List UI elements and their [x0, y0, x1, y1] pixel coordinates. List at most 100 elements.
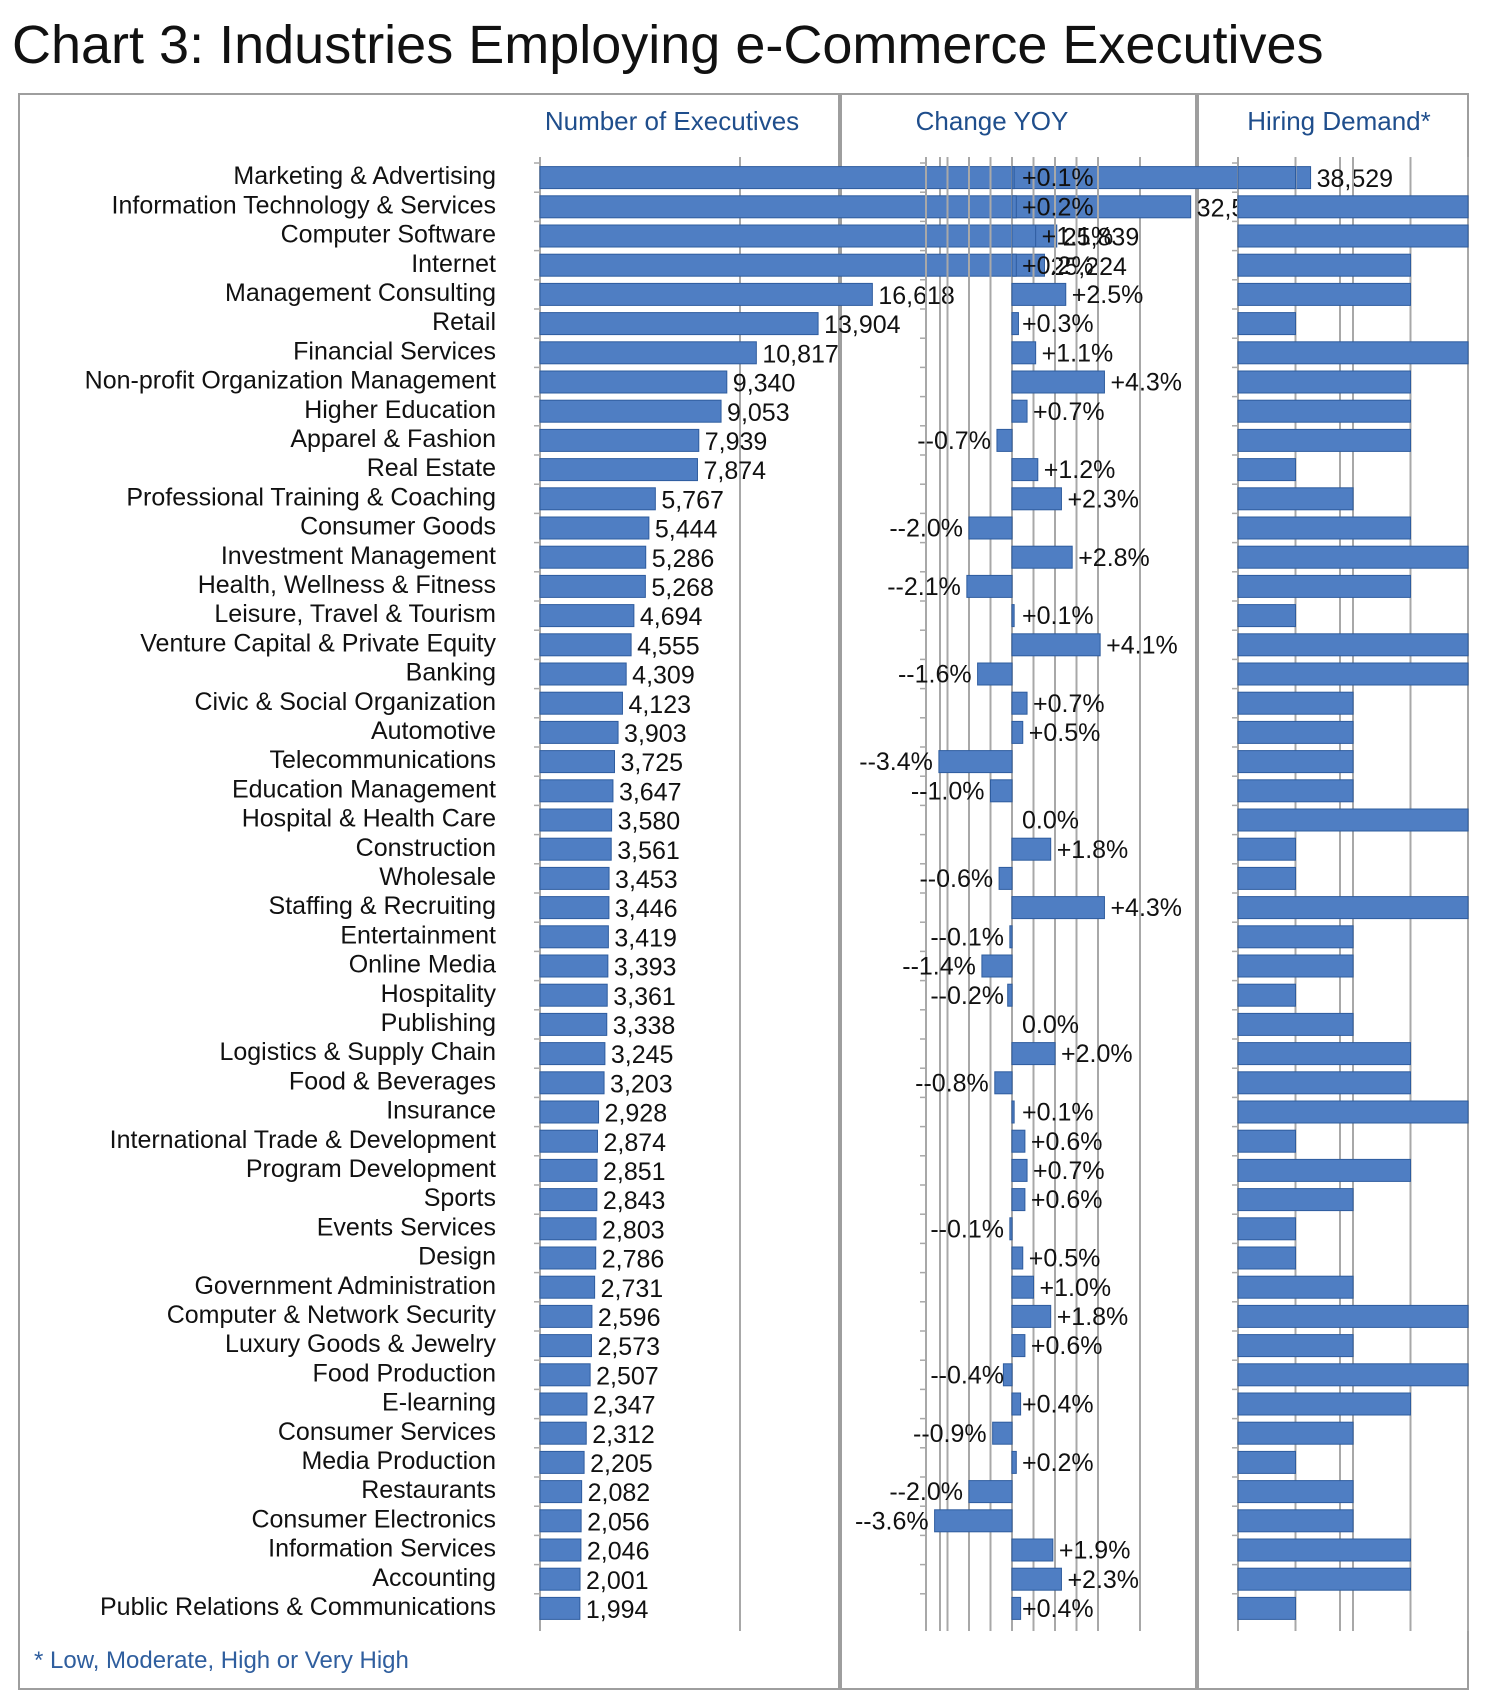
change-yoy-bar	[1007, 983, 1013, 1007]
change-yoy-bar	[1009, 925, 1013, 949]
executives-value-label: 2,056	[587, 1508, 650, 1536]
executives-bar	[539, 691, 623, 715]
change-yoy-value-label: +0.4%	[1022, 1391, 1094, 1419]
change-yoy-value-label: +1.2%	[1044, 456, 1116, 484]
category-label: Retail	[432, 308, 496, 336]
category-label: Education Management	[232, 775, 496, 803]
hiring-demand-bar	[1237, 224, 1469, 248]
hiring-demand-bar	[1237, 1421, 1354, 1445]
executives-bar	[539, 1275, 596, 1299]
hiring-demand-bar	[1237, 1334, 1354, 1358]
executives-bar	[539, 633, 632, 657]
hiring-demand-bar	[1237, 545, 1469, 569]
change-yoy-bar	[1011, 399, 1028, 423]
executives-value-label: 3,361	[613, 983, 676, 1011]
executives-bar	[539, 1246, 597, 1270]
change-yoy-bar	[1011, 633, 1101, 657]
category-label: Higher Education	[304, 396, 496, 424]
change-yoy-value-label: +1.8%	[1057, 836, 1129, 864]
executives-value-label: 4,309	[632, 662, 695, 690]
executives-value-label: 2,046	[587, 1538, 650, 1566]
change-yoy-bar	[981, 954, 1013, 978]
change-yoy-value-label: 0.0%	[1022, 1011, 1079, 1039]
change-yoy-bar	[1011, 487, 1062, 511]
change-yoy-bar	[992, 1421, 1013, 1445]
hiring-demand-bar	[1237, 691, 1354, 715]
hiring-demand-bar	[1237, 428, 1411, 452]
category-label: Professional Training & Coaching	[126, 483, 496, 511]
executives-value-label: 2,843	[603, 1187, 666, 1215]
executives-bar	[539, 1012, 608, 1036]
hiring-demand-bar	[1237, 574, 1411, 598]
chart-title: Chart 3: Industries Employing e-Commerce…	[12, 15, 1324, 75]
hiring-demand-bar	[1237, 808, 1469, 832]
executives-bar	[539, 1100, 600, 1124]
change-yoy-bar	[1011, 1538, 1054, 1562]
category-label: Accounting	[372, 1564, 496, 1592]
hiring-demand-bar	[1237, 1480, 1354, 1504]
footnote: * Low, Moderate, High or Very High	[34, 1647, 409, 1674]
change-yoy-value-label: +0.6%	[1031, 1332, 1103, 1360]
executives-value-label: 3,580	[618, 808, 681, 836]
change-yoy-value-label: --0.1%	[930, 1215, 1004, 1243]
change-yoy-value-label: +4.1%	[1106, 631, 1178, 659]
hiring-demand-bar	[1237, 954, 1354, 978]
change-yoy-bar	[1011, 545, 1073, 569]
category-label: Staffing & Recruiting	[269, 892, 496, 920]
hiring-demand-bar	[1237, 195, 1469, 219]
hiring-demand-bar	[1237, 1129, 1296, 1153]
change-yoy-value-label: +2.5%	[1072, 281, 1144, 309]
category-label: Luxury Goods & Jewelry	[225, 1330, 496, 1358]
executives-value-label: 3,203	[610, 1070, 673, 1098]
executives-bar	[539, 574, 646, 598]
executives-value-label: 4,555	[637, 632, 700, 660]
change-yoy-value-label: --0.9%	[913, 1420, 987, 1448]
change-yoy-value-label: +4.3%	[1110, 894, 1182, 922]
executives-bar	[539, 1042, 606, 1066]
change-yoy-value-label: +0.6%	[1031, 1128, 1103, 1156]
executives-bar	[539, 224, 1058, 248]
change-yoy-value-label: --0.2%	[930, 982, 1004, 1010]
change-yoy-value-label: --3.6%	[855, 1507, 929, 1535]
executives-value-label: 3,419	[614, 924, 677, 952]
change-yoy-value-label: --0.4%	[930, 1361, 1004, 1389]
hiring-demand-bar	[1237, 983, 1296, 1007]
executives-value-label: 9,053	[727, 399, 790, 427]
category-label: Program Development	[246, 1155, 496, 1183]
hiring-demand-bar	[1237, 720, 1354, 744]
executives-bar	[539, 1567, 581, 1591]
executives-bar	[539, 312, 819, 336]
executives-bar	[539, 1334, 592, 1358]
category-label: Construction	[356, 834, 496, 862]
hiring-demand-bar	[1237, 1071, 1411, 1095]
executives-bar	[539, 896, 610, 920]
change-yoy-bar	[1011, 224, 1037, 248]
executives-bar	[539, 370, 728, 394]
executives-bar	[539, 341, 757, 365]
executives-value-label: 3,561	[617, 837, 680, 865]
executives-bar	[539, 837, 612, 861]
hiring-demand-bar	[1237, 866, 1296, 890]
category-label: Online Media	[349, 951, 496, 979]
change-yoy-bar	[996, 428, 1013, 452]
change-yoy-value-label: +0.2%	[1022, 193, 1094, 221]
hiring-demand-bar	[1237, 166, 1296, 190]
change-yoy-bar	[1011, 1246, 1024, 1270]
change-yoy-value-label: +1.8%	[1057, 1303, 1129, 1331]
executives-bar	[539, 1480, 583, 1504]
executives-bar	[539, 1363, 591, 1387]
executives-value-label: 16,618	[878, 282, 954, 310]
change-yoy-value-label: +1.1%	[1042, 339, 1114, 367]
change-yoy-bar	[1011, 1100, 1015, 1124]
change-yoy-value-label: +0.4%	[1022, 1595, 1094, 1623]
change-yoy-value-label: +0.1%	[1022, 602, 1094, 630]
hiring-demand-bar	[1237, 837, 1296, 861]
hiring-demand-bar	[1237, 604, 1296, 628]
executives-value-label: 3,393	[614, 954, 677, 982]
executives-bar	[539, 1129, 598, 1153]
executives-value-label: 9,340	[733, 370, 796, 398]
change-yoy-bar	[1011, 1334, 1026, 1358]
change-yoy-value-label: +0.7%	[1033, 1157, 1105, 1185]
category-label: Publishing	[381, 1009, 496, 1037]
